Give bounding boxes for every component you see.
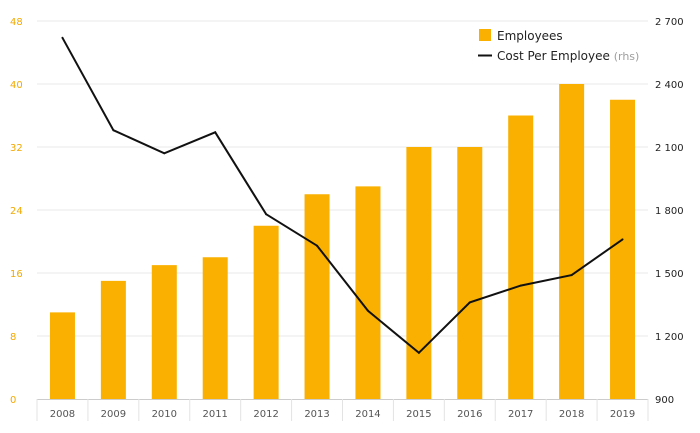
bar-employees-2016 xyxy=(457,147,483,399)
x-tick-label-2013: 2013 xyxy=(304,409,329,420)
bar-employees-2010 xyxy=(151,265,177,399)
x-tick-label-2019: 2019 xyxy=(610,409,635,420)
x-tick-label-2018: 2018 xyxy=(559,409,584,420)
left-tick-label: 16 xyxy=(10,269,23,280)
bar-employees-2015 xyxy=(406,147,432,399)
right-tick-label: 2 100 xyxy=(655,143,684,154)
bar-employees-2017 xyxy=(508,115,534,399)
x-tick-label-2010: 2010 xyxy=(152,409,177,420)
svg-text:Cost Per Employee (rhs): Cost Per Employee (rhs) xyxy=(497,49,639,63)
legend-note-rhs: (rhs) xyxy=(614,50,640,63)
point-cost-per-employee-2016 xyxy=(468,301,471,304)
point-cost-per-employee-2017 xyxy=(519,284,522,287)
left-tick-label: 8 xyxy=(10,332,16,343)
right-tick-label: 1 500 xyxy=(655,269,684,280)
point-cost-per-employee-2011 xyxy=(214,131,217,134)
left-tick-label: 0 xyxy=(10,395,16,406)
bar-employees-2009 xyxy=(100,280,126,399)
legend-label-cost-per-employee: Cost Per Employee xyxy=(497,49,610,63)
point-cost-per-employee-2018 xyxy=(570,274,573,277)
right-tick-label: 2 400 xyxy=(655,80,684,91)
bar-employees-2008 xyxy=(49,312,75,399)
right-tick-label: 1 800 xyxy=(655,206,684,217)
axes: 0 900 8 1 200 16 1 500 24 1 800 32 2 100 40 2 400 48… xyxy=(10,17,684,421)
left-tick-label: 32 xyxy=(10,143,23,154)
x-tick-label-2011: 2011 xyxy=(202,409,227,420)
x-tick-label-2012: 2012 xyxy=(253,409,278,420)
left-tick-label: 40 xyxy=(10,80,23,91)
bar-employees-2013 xyxy=(304,194,330,399)
point-cost-per-employee-2012 xyxy=(265,213,268,216)
point-cost-per-employee-2015 xyxy=(417,351,420,354)
x-tick-label-2008: 2008 xyxy=(50,409,75,420)
point-cost-per-employee-2014 xyxy=(366,309,369,312)
point-cost-per-employee-2009 xyxy=(112,129,115,132)
left-tick-label: 24 xyxy=(10,206,23,217)
bar-employees-2011 xyxy=(202,257,228,399)
right-tick-label: 1 200 xyxy=(655,332,684,343)
gridlines xyxy=(37,20,648,337)
left-tick-label: 48 xyxy=(10,17,23,28)
point-cost-per-employee-2013 xyxy=(316,244,319,247)
right-tick-label: 900 xyxy=(655,395,674,406)
point-cost-per-employee-2010 xyxy=(163,152,166,155)
bar-employees-2014 xyxy=(355,186,381,399)
x-tick-label-2016: 2016 xyxy=(457,409,482,420)
x-tick-label-2017: 2017 xyxy=(508,409,533,420)
legend-label-employees: Employees xyxy=(497,29,563,43)
legend-swatch-employees xyxy=(479,29,491,41)
legend: Employees Cost Per Employee (rhs) xyxy=(478,29,639,63)
line-cost-per-employee xyxy=(61,37,624,355)
x-tick-label-2015: 2015 xyxy=(406,409,431,420)
bar-employees-2012 xyxy=(253,225,279,399)
x-tick-label-2014: 2014 xyxy=(355,409,380,420)
bar-employees-2018 xyxy=(559,84,585,399)
bar-employees-2019 xyxy=(610,99,636,399)
point-cost-per-employee-2019 xyxy=(621,238,624,241)
employees-bars xyxy=(49,84,636,399)
right-tick-label: 2 700 xyxy=(655,17,684,28)
cost-per-employee-line-group xyxy=(61,36,624,355)
point-cost-per-employee-2008 xyxy=(61,36,64,39)
x-tick-label-2009: 2009 xyxy=(101,409,126,420)
